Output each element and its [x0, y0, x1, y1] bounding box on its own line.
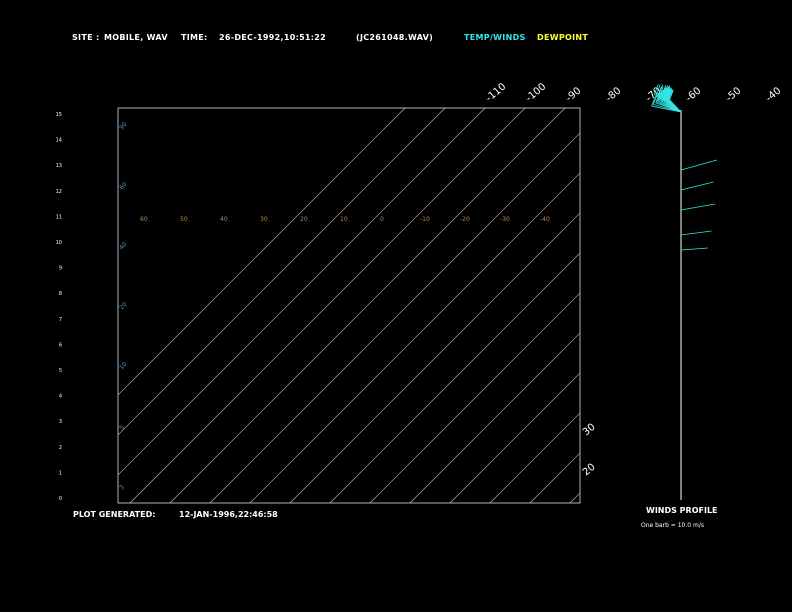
side-ratio-label: 40: [118, 241, 128, 251]
side-ratio-label: 10: [118, 361, 128, 371]
wind-barb-shaft: [654, 94, 682, 113]
dry-adiabat-label: -30: [500, 216, 510, 223]
wind-barb-flag: [667, 87, 672, 99]
dry-adiabat-label: -40: [540, 216, 550, 223]
height-km-label: 4: [59, 394, 62, 400]
isotherm-line: [118, 108, 446, 436]
wind-barb-shaft: [680, 230, 712, 236]
height-km-label: 0: [59, 496, 62, 502]
isotherm-line: [129, 108, 526, 503]
winds-profile-title: WINDS PROFILE: [646, 506, 718, 515]
dry-adiabat-label: 60: [140, 216, 148, 223]
plot-generated-label: PLOT GENERATED:: [73, 510, 156, 519]
temp-top-label: -40: [764, 85, 784, 104]
site-value: MOBILE, WAV: [104, 33, 168, 42]
wind-barb-flag: [653, 84, 659, 95]
wind-barb-shaft: [680, 247, 709, 251]
legend-temp: TEMP/WINDS: [464, 33, 526, 42]
plot-frame: [117, 107, 581, 504]
temp-top-label: -100: [524, 81, 548, 104]
site-label: SITE :: [72, 33, 100, 42]
wind-barb-flag: [661, 88, 667, 99]
wind-barb-flag: [666, 90, 672, 102]
isotherm-line: [289, 212, 580, 503]
isotherm-line: [118, 108, 486, 476]
isotherm-line: [209, 132, 580, 503]
isotherm-line: [409, 332, 580, 503]
height-km-label: 8: [59, 291, 62, 297]
isotherm-line: [329, 252, 580, 503]
wind-barb-flag: [666, 88, 671, 100]
temp-top-label: -90: [564, 85, 584, 104]
height-km-label: 11: [56, 214, 62, 220]
dry-adiabat-label: -10: [420, 216, 430, 223]
wind-barb-shaft: [680, 159, 718, 171]
dry-adiabat-label: 50: [180, 216, 188, 223]
wind-barb-shaft: [680, 181, 714, 191]
temp-right-label: 20: [581, 462, 598, 479]
wind-barb-flag: [658, 84, 664, 95]
file-name: (JC261048.WAV): [356, 33, 434, 42]
wind-barb-flag: [668, 91, 674, 102]
wind-barb-flag: [664, 90, 670, 101]
isotherm-line: [650, 108, 792, 503]
dry-adiabat-label: 0: [380, 216, 384, 223]
wind-barb-flag: [651, 95, 656, 107]
isotherm-line: [118, 108, 406, 396]
side-ratio-label: 5: [118, 424, 126, 432]
wind-barb-flag: [655, 84, 661, 95]
side-ratio-label: 20: [118, 301, 128, 311]
wind-barb-flag: [657, 86, 662, 97]
wind-barb-flag: [663, 90, 669, 101]
isotherm-line: [489, 412, 580, 503]
legend-dewpoint: DEWPOINT: [537, 33, 589, 42]
height-km-label: 14: [56, 138, 62, 144]
height-km-label: 7: [59, 317, 62, 323]
dry-adiabat-label: 20: [300, 216, 308, 223]
time-label: TIME:: [181, 33, 208, 42]
dry-adiabat-label: 10: [340, 216, 348, 223]
dry-adiabat-label: 40: [220, 216, 228, 223]
wind-barb-flag: [663, 88, 669, 99]
isotherm-line: [449, 372, 580, 503]
isotherm-line: [169, 108, 566, 503]
height-km-label: 1: [59, 470, 62, 476]
height-km-label: 6: [59, 342, 62, 348]
wind-barb-flag: [660, 88, 666, 99]
isotherm-line: [610, 108, 792, 503]
isotherm-line: [690, 108, 792, 503]
height-km-label: 3: [59, 419, 62, 425]
height-km-label: 5: [59, 368, 62, 374]
side-ratio-label: 60: [118, 181, 128, 191]
time-value: 26-DEC-1992,10:51:22: [219, 33, 327, 42]
height-km-label: 2: [59, 445, 62, 451]
isotherm-line: [249, 172, 580, 503]
height-km-label: 13: [56, 163, 62, 169]
barb-note: One barb = 10.0 m/s: [641, 522, 704, 529]
wind-barb-flag: [658, 86, 664, 97]
plot-generated-value: 12-JAN-1996,22:46:58: [179, 510, 278, 519]
temp-top-label: -50: [724, 85, 744, 104]
dry-adiabat-label: 30: [260, 216, 268, 223]
height-km-label: 9: [59, 266, 62, 272]
temp-top-label: -80: [604, 85, 624, 104]
isotherm-line: [770, 108, 792, 503]
wind-barb-flag: [663, 86, 669, 98]
isotherm-line: [730, 108, 792, 503]
temp-top-label: -110: [484, 81, 508, 104]
wind-barb-shaft: [680, 203, 716, 211]
temp-top-label: -60: [684, 85, 704, 104]
side-ratio-label: 90: [118, 121, 128, 131]
temp-right-label: 30: [581, 422, 598, 439]
height-km-label: 12: [56, 189, 62, 195]
height-km-label: 10: [56, 240, 62, 246]
dry-adiabat-label: -20: [460, 216, 470, 223]
isotherm-line: [529, 452, 580, 503]
wind-barb-flag: [661, 88, 666, 99]
height-km-label: 15: [56, 112, 62, 118]
isotherm-line: [369, 292, 580, 503]
side-ratio-label: 3: [118, 484, 126, 492]
